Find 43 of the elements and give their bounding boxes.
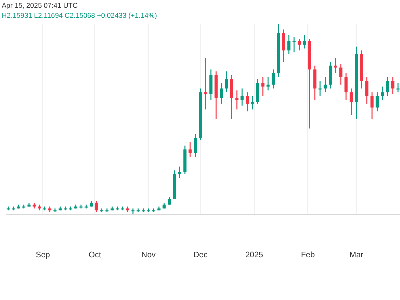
candlestick: [282, 29, 286, 63]
candlestick: [178, 166, 182, 179]
x-tick-label: Nov: [142, 250, 156, 260]
candlestick: [230, 74, 234, 120]
candlestick: [266, 76, 270, 92]
candlestick: [272, 69, 276, 90]
candlestick: [392, 76, 395, 95]
candlestick: [210, 69, 213, 101]
candlestick: [246, 92, 250, 112]
candlestick: [204, 58, 208, 110]
candlestick: [366, 76, 369, 104]
candlestick: [303, 34, 306, 50]
x-tick-label: Oct: [88, 250, 102, 260]
x-tick-label: Feb: [301, 250, 316, 260]
x-tick-label: Mar: [350, 250, 364, 260]
candlestick: [298, 38, 302, 52]
candlestick: [334, 58, 338, 74]
candlestick: [376, 92, 380, 112]
candlestick: [318, 80, 322, 97]
x-tick-label: 2025: [246, 250, 264, 260]
candlestick: [256, 78, 260, 104]
candlestick: [386, 76, 390, 97]
candlestick: [251, 96, 254, 110]
candlestick: [340, 63, 343, 86]
candlestick: [188, 142, 192, 158]
candlestick: [396, 82, 400, 94]
candlestick: [314, 65, 317, 101]
candlestick: [381, 86, 384, 101]
x-tick-label: Sep: [36, 250, 51, 260]
candlestick: [344, 73, 348, 101]
candlestick: [288, 34, 291, 55]
candlestick: [292, 36, 296, 54]
x-tick-label: Dec: [194, 250, 208, 260]
candlestick: [370, 92, 374, 120]
candlestick: [184, 145, 187, 175]
candlestick: [225, 71, 228, 94]
candlestick: [214, 71, 218, 120]
candlestick: [329, 62, 332, 90]
candlestick: [220, 82, 224, 104]
candlestick: [350, 88, 354, 116]
candlestick: [95, 200, 98, 213]
candlestick: [262, 76, 265, 97]
candlestick: [194, 134, 198, 158]
